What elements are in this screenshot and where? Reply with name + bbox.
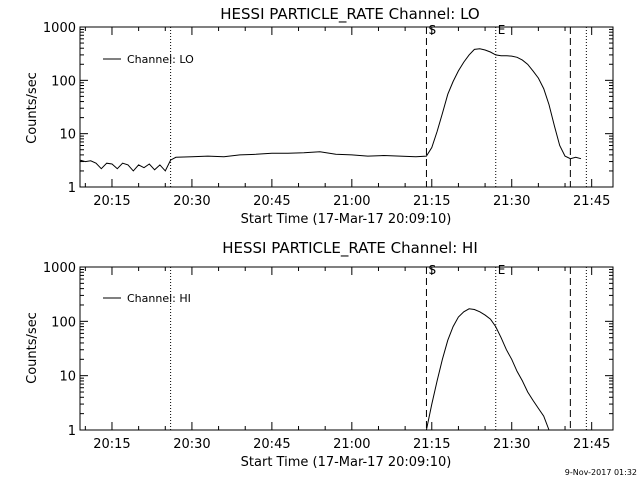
footer-date-stamp: 9-Nov-2017 01:32 <box>565 468 637 477</box>
y-tick-label: 100 <box>51 74 76 89</box>
series-line <box>79 48 582 172</box>
x-tick-label: 21:45 <box>573 194 610 209</box>
x-axis-label: Start Time (17-Mar-17 20:09:10) <box>241 212 452 227</box>
x-tick-label: 20:15 <box>93 194 130 209</box>
x-tick-label: 20:45 <box>253 194 290 209</box>
chart-title: HESSI PARTICLE_RATE Channel: HI <box>222 239 478 258</box>
y-tick-label: 1000 <box>43 261 76 276</box>
marker-label: E <box>498 23 506 37</box>
x-tick-label: 21:30 <box>493 194 530 209</box>
panel-lo: HESSI PARTICLE_RATE Channel: LO Counts/s… <box>25 5 614 227</box>
legend-entry: Channel: HI <box>127 292 191 305</box>
x-tick-label: 21:30 <box>493 437 530 452</box>
x-tick-label: 20:45 <box>253 437 290 452</box>
y-axis-label: Counts/sec <box>25 312 40 384</box>
y-tick-label: 100 <box>51 315 76 330</box>
y-tick-label: 1 <box>68 424 76 439</box>
x-tick-label: 21:45 <box>573 437 610 452</box>
x-tick-label: 21:15 <box>413 194 450 209</box>
y-tick-label: 1 <box>68 181 76 196</box>
marker-label: S <box>428 263 436 277</box>
x-tick-label: 21:00 <box>333 194 370 209</box>
y-tick-label: 10 <box>59 128 76 143</box>
legend-entry: Channel: LO <box>127 53 194 66</box>
y-tick-label: 10 <box>59 370 76 385</box>
x-tick-label: 20:15 <box>93 437 130 452</box>
marker-label: S <box>428 23 436 37</box>
marker-label: E <box>498 263 506 277</box>
panel-hi: HESSI PARTICLE_RATE Channel: HI Counts/s… <box>25 239 614 470</box>
x-tick-label: 21:15 <box>413 437 450 452</box>
x-tick-label: 20:30 <box>173 437 210 452</box>
x-axis-label: Start Time (17-Mar-17 20:09:10) <box>241 455 452 470</box>
x-tick-label: 21:00 <box>333 437 370 452</box>
y-axis-label: Counts/sec <box>25 72 40 144</box>
y-tick-label: 1000 <box>43 21 76 36</box>
plot-frame <box>79 266 614 431</box>
plot-frame <box>79 26 614 188</box>
x-tick-label: 20:30 <box>173 194 210 209</box>
series-line <box>425 308 550 431</box>
chart-title: HESSI PARTICLE_RATE Channel: LO <box>220 5 479 24</box>
